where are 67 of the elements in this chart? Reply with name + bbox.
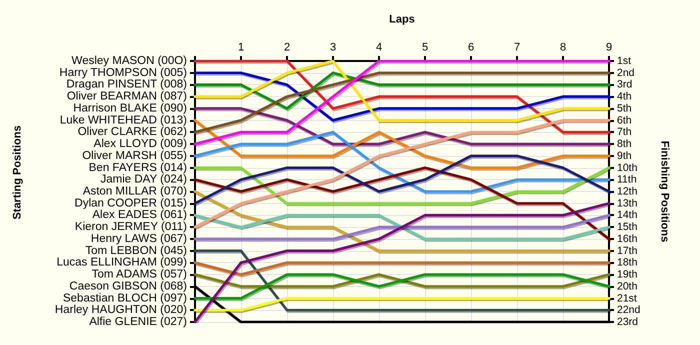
line-series xyxy=(194,130,610,193)
y2-tick-label: 16th xyxy=(617,232,638,245)
y2-tick-label: 2nd xyxy=(617,66,635,79)
line-series xyxy=(194,72,610,122)
line-series xyxy=(194,107,610,146)
category-label: Caeson GIBSON (068) xyxy=(69,280,187,292)
y2-tick-label: 22nd xyxy=(617,304,641,316)
y2-tick-label: 13th xyxy=(617,197,638,210)
category-label: Aston MILLAR (070) xyxy=(82,186,187,198)
x-axis-title: Laps xyxy=(389,14,415,26)
category-label: Harry THOMPSON (005) xyxy=(59,66,187,79)
y2-tick-label: 1st xyxy=(617,55,632,67)
x-tick-label: 5 xyxy=(422,42,428,54)
x-tick-label: 7 xyxy=(514,42,520,54)
y2-tick-label: 18th xyxy=(617,256,638,269)
y2-tick-label: 15th xyxy=(617,221,638,234)
y2-tick-label: 12th xyxy=(617,186,638,198)
category-label: Dylan COOPER (015) xyxy=(74,197,187,210)
category-label: Sebastian BLOCH (097) xyxy=(62,292,187,304)
category-label: Lucas ELLINGHAM (099) xyxy=(56,256,187,269)
y2-tick-label: 9th xyxy=(617,150,632,162)
category-label: Dragan PINSENT (008) xyxy=(66,78,187,91)
text: Starting Positions xyxy=(12,125,24,220)
x-tick-label: 8 xyxy=(560,42,566,54)
x-tick-label: 6 xyxy=(468,42,474,54)
y2-tick-label: 8th xyxy=(617,138,632,150)
x-tick-label: 4 xyxy=(376,42,382,54)
line-series xyxy=(194,166,610,240)
line-series xyxy=(194,190,610,252)
y2-tick-label: 14th xyxy=(617,209,638,222)
category-label: Jamie DAY (024) xyxy=(100,174,187,186)
y2-tick-label: 3rd xyxy=(617,78,632,91)
y2-tick-label: 20th xyxy=(617,280,638,292)
y2-tick-label: 23rd xyxy=(617,316,638,328)
category-label: Oliver MARSH (055) xyxy=(82,150,187,162)
y2-tick-label: 19th xyxy=(617,268,638,281)
x-tick-label: 1 xyxy=(238,42,244,54)
y2-tick-label: 4th xyxy=(617,90,632,103)
category-label: Alfie GLENIE (027) xyxy=(89,316,187,328)
category-label: Harrison BLAKE (090) xyxy=(73,102,187,114)
category-label: Alex EADES (061) xyxy=(92,209,187,222)
line-series xyxy=(194,119,610,170)
y2-tick-label: 11th xyxy=(617,174,637,186)
y2-tick-label: 5th xyxy=(617,102,632,114)
y2-tick-label: 21st xyxy=(617,292,637,304)
category-label: Wesley MASON (00O) xyxy=(72,55,187,67)
category-label: Henry LAWS (067) xyxy=(90,232,187,245)
y2-tick-label: 6th xyxy=(617,114,632,126)
category-label: Tom ADAMS (057) xyxy=(92,268,187,281)
line-series xyxy=(194,72,610,134)
x-tick-label: 9 xyxy=(606,42,612,54)
x-tick-label: 2 xyxy=(284,42,290,54)
line-series xyxy=(194,119,610,228)
x-tick-label: 3 xyxy=(330,42,336,54)
category-label: Oliver BEARMAN (087) xyxy=(66,90,187,103)
y2-tick-label: 10th xyxy=(617,162,638,174)
category-label: Tom LEBBON (045) xyxy=(85,244,187,257)
category-label: Harley HAUGHTON (020) xyxy=(54,304,187,316)
category-label: Luke WHITEHEAD (013) xyxy=(60,114,187,126)
y2-tick-label: 7th xyxy=(617,126,632,138)
line-series xyxy=(194,154,610,205)
category-label: Kieron JERMEY (011) xyxy=(74,221,187,234)
category-label: Oliver CLARKE (062) xyxy=(78,126,187,138)
category-label: Alex LLOYD (009) xyxy=(94,138,187,150)
y2-axis-title: Finishing Positions xyxy=(658,140,670,242)
y2-tick-label: 17th xyxy=(617,244,638,257)
category-label: Ben FAYERS (014) xyxy=(88,162,187,174)
